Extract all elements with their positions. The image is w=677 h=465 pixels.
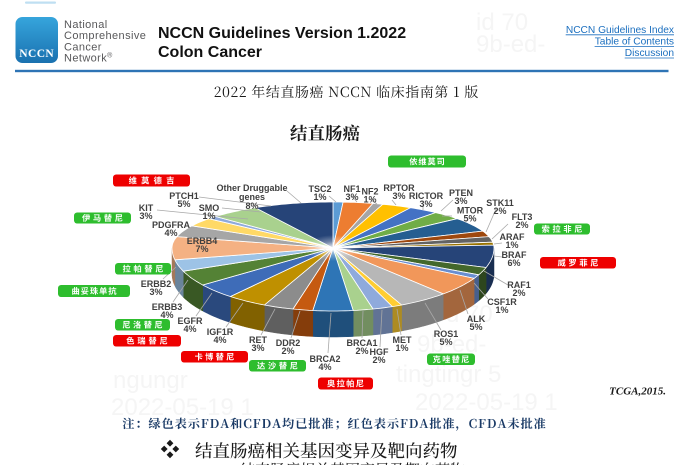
svg-text:BRAF: BRAF [502,250,527,260]
svg-text:TSC2: TSC2 [308,184,331,194]
svg-text:5%: 5% [463,213,476,223]
svg-text:SMO: SMO [199,203,220,213]
svg-text:2%: 2% [493,206,506,216]
svg-text:PDGFRA: PDGFRA [152,220,191,230]
svg-text:ngungr: ngungr [113,367,188,394]
svg-text:6%: 6% [507,258,520,268]
svg-text:ERBB4: ERBB4 [187,236,218,246]
svg-text:3%: 3% [345,192,358,202]
svg-text:TCGA,2015.: TCGA,2015. [609,386,666,398]
svg-text:2%: 2% [372,355,385,365]
svg-text:Network®: Network® [64,52,113,65]
svg-text:3%: 3% [149,287,162,297]
svg-text:2022-05-19 1: 2022-05-19 1 [415,389,558,416]
svg-text:2022-05-19 1: 2022-05-19 1 [111,394,254,421]
svg-text:RET: RET [249,335,268,345]
svg-text:9b-ed-: 9b-ed- [476,31,545,58]
svg-text:NF1: NF1 [343,184,360,194]
svg-text:ERBB2: ERBB2 [141,279,172,289]
svg-text:4%: 4% [213,335,226,345]
svg-text:RICTOR: RICTOR [409,191,444,201]
svg-text:Cancer: Cancer [64,41,102,53]
svg-text:3%: 3% [392,191,405,201]
svg-text:genes: genes [239,192,265,202]
svg-text:2%: 2% [355,346,368,356]
svg-text:8%: 8% [245,201,258,211]
svg-text:1%: 1% [495,305,508,315]
svg-text:ALK: ALK [467,314,486,324]
svg-text:EGFR: EGFR [177,316,203,326]
svg-text:FLT3: FLT3 [512,212,533,222]
svg-text:1%: 1% [395,343,408,353]
svg-text:BRCA1: BRCA1 [346,338,377,348]
svg-text:HGF: HGF [370,347,390,357]
svg-text:KIT: KIT [139,203,154,213]
svg-text:STK11: STK11 [486,198,514,208]
svg-text:RAF1: RAF1 [507,280,531,290]
svg-text:RPTOR: RPTOR [383,183,415,193]
svg-text:Discussion: Discussion [625,48,674,59]
svg-text:NCCN: NCCN [19,48,54,60]
svg-text:National: National [64,19,108,31]
svg-text:2%: 2% [281,346,294,356]
svg-text:4%: 4% [183,324,196,334]
svg-text:5%: 5% [439,337,452,347]
svg-text:NCCN Guidelines Index: NCCN Guidelines Index [566,25,674,36]
svg-text:Table of Contents: Table of Contents [595,37,674,48]
svg-text:5%: 5% [469,322,482,332]
svg-text:ERBB3: ERBB3 [152,302,183,312]
svg-text:1%: 1% [505,240,518,250]
svg-text:MET: MET [393,335,413,345]
svg-text:4%: 4% [164,228,177,238]
svg-text:7%: 7% [195,244,208,254]
svg-text:id 70: id 70 [476,9,528,36]
svg-text:ROS1: ROS1 [434,329,459,339]
svg-text:2%: 2% [515,220,528,230]
svg-text:PTEN: PTEN [449,188,473,198]
svg-text:3%: 3% [454,196,467,206]
svg-text:4%: 4% [318,362,331,372]
svg-text:2%: 2% [512,288,525,298]
svg-text:NF2: NF2 [361,187,378,197]
svg-text:3%: 3% [139,211,152,221]
svg-text:IGF1R: IGF1R [207,327,234,337]
svg-text:1%: 1% [363,194,376,204]
svg-text:3%: 3% [251,343,264,353]
svg-text:CSF1R: CSF1R [487,297,517,307]
svg-text:Comprehensive: Comprehensive [64,30,146,42]
svg-text:NCCN Guidelines Version 1.2022: NCCN Guidelines Version 1.2022 [158,25,406,42]
svg-text:1%: 1% [202,211,215,221]
svg-text:DDR2: DDR2 [276,338,301,348]
svg-text:ARAF: ARAF [500,232,525,242]
svg-text:5%: 5% [177,199,190,209]
svg-text:3%: 3% [419,199,432,209]
svg-text:4%: 4% [160,310,173,320]
svg-text:MTOR: MTOR [457,206,484,216]
svg-text:Colon Cancer: Colon Cancer [158,44,262,61]
svg-text:Other Druggable: Other Druggable [216,183,287,193]
svg-text:tingtingr 5: tingtingr 5 [396,361,501,388]
svg-text:PTCH1: PTCH1 [169,191,199,201]
svg-text:1%: 1% [313,192,326,202]
svg-text:BRCA2: BRCA2 [309,354,340,364]
